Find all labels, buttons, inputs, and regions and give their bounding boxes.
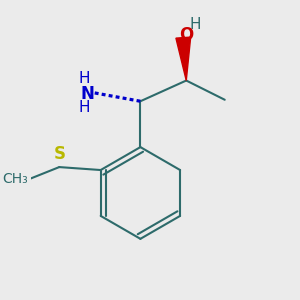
Text: CH₃: CH₃ bbox=[2, 172, 28, 186]
Text: H: H bbox=[189, 17, 201, 32]
Text: S: S bbox=[53, 145, 65, 163]
Text: N: N bbox=[81, 85, 94, 103]
Text: H: H bbox=[79, 100, 90, 115]
Text: H: H bbox=[79, 71, 90, 86]
Polygon shape bbox=[176, 37, 191, 80]
Text: O: O bbox=[179, 26, 194, 44]
